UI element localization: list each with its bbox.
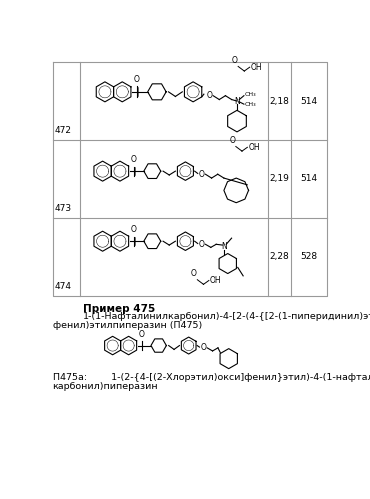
Text: 474: 474 [54, 281, 71, 291]
Text: 2,28: 2,28 [270, 252, 290, 261]
Text: O: O [200, 343, 206, 352]
Text: 2,18: 2,18 [270, 97, 290, 106]
Text: OH: OH [210, 276, 221, 285]
Text: 472: 472 [54, 126, 71, 135]
Text: O: O [198, 240, 204, 249]
Text: O: O [229, 136, 235, 145]
Text: 1-(1-Нафталинилкарбонил)-4-[2-(4-{[2-(1-пиперидинил)этил]окси}-: 1-(1-Нафталинилкарбонил)-4-[2-(4-{[2-(1-… [83, 312, 370, 321]
Text: 514: 514 [300, 174, 317, 183]
Text: фенил)этилпиперазин (П475): фенил)этилпиперазин (П475) [53, 321, 202, 330]
Text: CH₃: CH₃ [245, 102, 256, 107]
Text: O: O [198, 170, 204, 179]
Text: N: N [221, 242, 227, 251]
Text: O: O [134, 75, 140, 84]
Text: П475а:        1-(2-{4-[(2-Хлорэтил)окси]фенил}этил)-4-(1-нафталинил-: П475а: 1-(2-{4-[(2-Хлорэтил)окси]фенил}э… [53, 373, 370, 382]
Text: O: O [131, 225, 137, 235]
Text: O: O [232, 56, 238, 65]
Text: O: O [139, 330, 145, 339]
Text: Пример 475: Пример 475 [83, 304, 156, 314]
Text: 2,19: 2,19 [270, 174, 290, 183]
Text: карбонил)пиперазин: карбонил)пиперазин [53, 382, 158, 391]
Text: 514: 514 [300, 97, 317, 106]
Text: 528: 528 [300, 252, 317, 261]
Text: O: O [131, 155, 137, 164]
Text: CH₃: CH₃ [245, 92, 256, 97]
Text: O: O [191, 269, 196, 278]
Text: N: N [234, 97, 240, 106]
Text: OH: OH [250, 63, 262, 72]
Text: OH: OH [248, 143, 260, 152]
Text: 473: 473 [54, 204, 71, 213]
Text: O: O [206, 91, 212, 100]
